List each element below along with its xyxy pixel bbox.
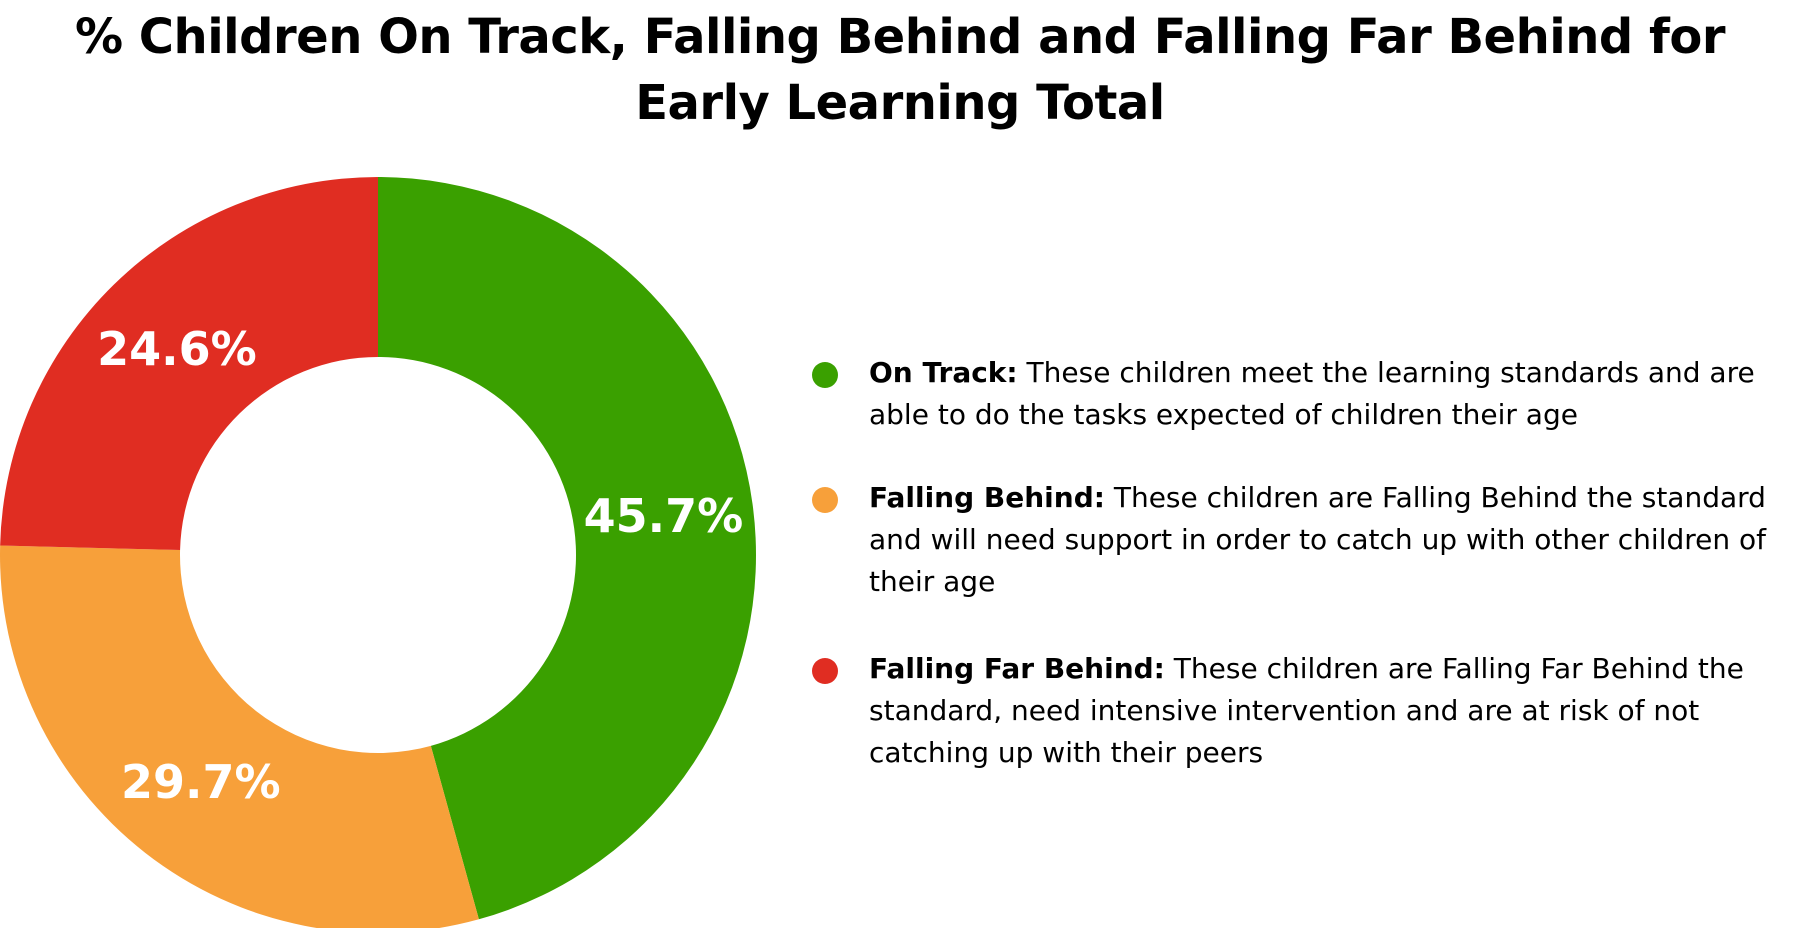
legend-name-falling-far-behind: Falling Far Behind:: [869, 652, 1165, 685]
chart-title: % Children On Track, Falling Behind and …: [0, 4, 1800, 136]
slice-falling-behind: [0, 545, 479, 928]
legend-name-on-track: On Track:: [869, 356, 1018, 389]
legend-name-falling-behind: Falling Behind:: [869, 481, 1105, 514]
donut-slice-labels: 45.7% 29.7% 24.6%: [97, 322, 743, 809]
legend-description-on-track: These children meet the learning standar…: [869, 356, 1755, 431]
donut-slices: [0, 176, 756, 928]
slice-on-track: [378, 177, 756, 920]
legend-marker-falling-far-behind: [812, 658, 838, 684]
legend-description-falling-far-behind: These children are Falling Far Behind th…: [869, 652, 1744, 769]
slice-falling-far-behind: [0, 176, 378, 551]
slice-label-falling-behind: 29.7%: [121, 755, 281, 809]
legend-marker-on-track: [812, 362, 838, 388]
chart-title-line-1: % Children On Track, Falling Behind and …: [75, 9, 1725, 65]
legend-description-falling-behind: These children are Falling Behind the st…: [869, 481, 1767, 598]
legend-marker-falling-behind: [812, 487, 838, 513]
slice-label-falling-far-behind: 24.6%: [97, 322, 257, 376]
chart-title-line-2: Early Learning Total: [635, 75, 1165, 131]
slice-label-on-track: 45.7%: [584, 489, 744, 543]
